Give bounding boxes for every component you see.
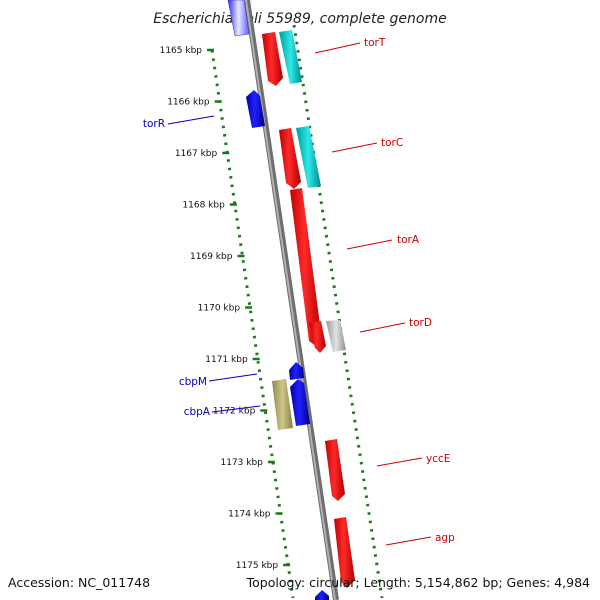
gene-label-leader-torR: [167, 115, 215, 125]
accession-text: Accession: NC_011748: [8, 575, 150, 590]
gene-feature-torR[interactable]: [246, 90, 265, 128]
gene-label-leader-torD: [359, 322, 406, 333]
gene-feature-agp[interactable]: [334, 517, 355, 588]
gene-label-yccE[interactable]: yccE: [426, 453, 450, 465]
gene-label-leader-agp: [385, 536, 432, 546]
kbp-ticks: 1165 kbp 1166 kbp 1167 kbp 1168 kbp 1169 kbp…: [160, 46, 291, 571]
gene-label-torC[interactable]: torC: [381, 137, 403, 149]
kbp-tick-label: 1175 kbp: [236, 561, 279, 571]
gene-label-leader-cbpM: [208, 373, 258, 382]
kbp-tick-label: 1173 kbp: [220, 458, 263, 468]
gene-feature-torA[interactable]: [290, 188, 322, 346]
kbp-tick-label: 1174 kbp: [228, 510, 271, 520]
gene-feature-torT[interactable]: [262, 32, 283, 86]
gene-feature-torD[interactable]: [309, 321, 326, 353]
gene-label-torR[interactable]: torR: [143, 118, 165, 130]
gene-label-cbpA[interactable]: cbpA: [184, 406, 211, 418]
gene-feature-cbpA[interactable]: [290, 379, 310, 426]
kbp-tick-label: 1168 kbp: [182, 201, 225, 211]
gene-feature-torD-cds[interactable]: [326, 320, 346, 352]
kbp-tick-label: 1167 kbp: [175, 149, 218, 159]
gene-label-torD[interactable]: torD: [409, 317, 432, 329]
kbp-tick-label: 1166 kbp: [167, 98, 210, 108]
kbp-tick-label: 1169 kbp: [190, 252, 233, 262]
gene-label-leader-torC: [331, 142, 378, 153]
gene-label-leader-torA: [346, 239, 393, 250]
outer-track-guide: [292, 24, 384, 599]
gene-features: [227, 0, 355, 600]
gene-feature-torC[interactable]: [279, 128, 301, 189]
genome-backbone-highlight: [245, 0, 336, 600]
kbp-tick-label: 1172 kbp: [213, 407, 256, 417]
gene-label-torT[interactable]: torT: [364, 37, 386, 49]
gene-label-leader-torT: [314, 42, 361, 54]
gene-feature-torT-cds[interactable]: [279, 30, 302, 84]
gene-label-agp[interactable]: agp: [435, 532, 455, 544]
summary-text: Topology: circular; Length: 5,154,862 bp…: [246, 575, 590, 590]
gene-label-leader-yccE: [376, 457, 423, 467]
genome-title: Escherichia coli 55989, complete genome: [153, 11, 446, 27]
kbp-tick-label: 1170 kbp: [198, 304, 241, 314]
gene-feature-cbpA-olive[interactable]: [272, 379, 293, 430]
gene-feature-top-partial[interactable]: [227, 0, 250, 37]
kbp-tick-label: 1171 kbp: [205, 355, 248, 365]
gene-feature-bottom-partial[interactable]: [315, 590, 329, 600]
gene-feature-cbpM[interactable]: [289, 362, 304, 380]
kbp-tick-label: 1165 kbp: [160, 46, 203, 56]
gene-feature-yccE[interactable]: [325, 439, 345, 501]
gene-labels: torT torR torC torA torD cbpM cbpA yccE agp: [143, 37, 455, 546]
gene-label-torA[interactable]: torA: [397, 234, 420, 246]
gene-label-cbpM[interactable]: cbpM: [179, 376, 207, 388]
gene-label-leader-cbpA: [211, 405, 261, 413]
gene-feature-torC-cds[interactable]: [296, 126, 321, 188]
